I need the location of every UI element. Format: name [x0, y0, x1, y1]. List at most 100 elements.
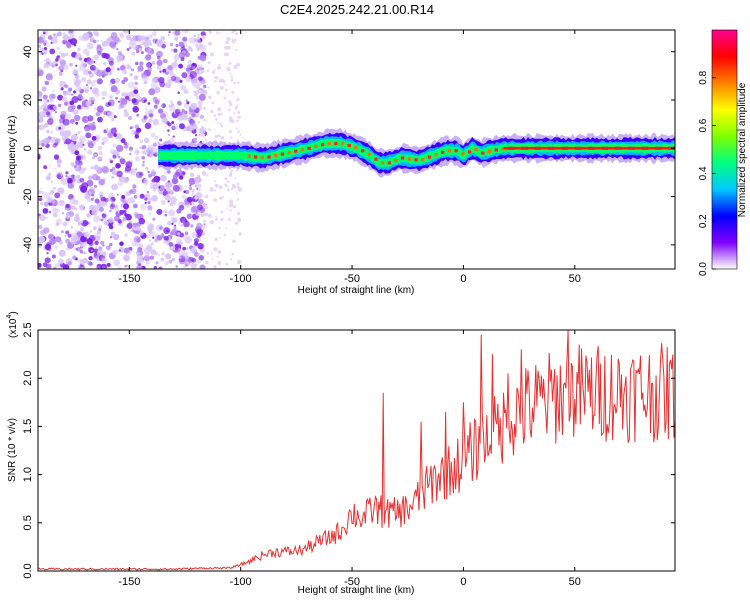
- speckle: [220, 217, 224, 221]
- speckle: [141, 163, 145, 167]
- speckle: [154, 138, 157, 141]
- speckle: [43, 59, 46, 62]
- speckle: [73, 178, 77, 182]
- spectrogram-marks: [38, 30, 675, 269]
- speckle: [48, 210, 52, 214]
- speckle: [78, 234, 82, 237]
- speckle: [106, 245, 111, 251]
- speckle: [91, 135, 97, 141]
- speckle: [93, 106, 98, 110]
- speckle: [60, 52, 66, 58]
- speckle: [213, 247, 218, 252]
- speckle: [203, 107, 207, 110]
- speckle: [57, 31, 62, 37]
- speckle: [97, 116, 103, 123]
- speckle: [227, 217, 231, 221]
- speckle: [160, 174, 167, 182]
- speckle: [190, 172, 195, 177]
- speckle: [62, 34, 69, 41]
- speckle: [79, 57, 83, 61]
- speckle: [62, 221, 68, 227]
- speckle: [230, 79, 233, 83]
- speckle: [54, 263, 61, 269]
- ridge-core-segment: [361, 149, 365, 153]
- speckle: [230, 75, 233, 78]
- speckle: [55, 63, 58, 67]
- speckle: [123, 247, 130, 254]
- speckle: [53, 212, 58, 218]
- speckle: [117, 181, 123, 187]
- speckle: [218, 227, 221, 230]
- speckle: [237, 198, 240, 201]
- speckle: [217, 261, 222, 266]
- speckle: [237, 111, 241, 114]
- speckle: [233, 64, 238, 70]
- speckle: [156, 235, 163, 241]
- speckle: [40, 187, 42, 190]
- speckle: [116, 133, 123, 141]
- speckle: [111, 117, 115, 122]
- speckle: [178, 221, 182, 225]
- speckle: [69, 62, 73, 67]
- y-tick-label: 1.5: [22, 419, 34, 434]
- speckle: [213, 114, 217, 117]
- speckle: [197, 120, 201, 124]
- speckle: [109, 60, 114, 66]
- speckle: [197, 188, 201, 192]
- speckle: [170, 75, 177, 82]
- speckle: [44, 80, 50, 86]
- speckle: [171, 222, 174, 225]
- speckle: [171, 228, 178, 236]
- speckle: [106, 262, 111, 267]
- speckle: [144, 110, 151, 117]
- speckle: [107, 132, 114, 139]
- speckle: [196, 174, 199, 177]
- speckle: [67, 261, 72, 266]
- speckle: [52, 207, 59, 214]
- speckle: [42, 262, 48, 268]
- speckle: [49, 238, 56, 245]
- speckle: [119, 241, 124, 246]
- speckle: [153, 175, 161, 183]
- speckle: [185, 189, 190, 195]
- speckle: [198, 76, 203, 82]
- speckle: [96, 171, 100, 175]
- speckle: [138, 96, 142, 101]
- speckle: [44, 257, 51, 264]
- speckle: [148, 118, 153, 124]
- speckle: [223, 96, 227, 100]
- speckle: [160, 35, 166, 41]
- speckle: [202, 87, 205, 89]
- speckle: [226, 180, 230, 183]
- speckle: [203, 45, 206, 48]
- speckle: [133, 195, 138, 199]
- speckle: [93, 31, 96, 34]
- ridge-core-segment: [481, 151, 485, 155]
- speckle: [158, 77, 165, 84]
- speckle: [59, 59, 67, 66]
- speckle: [198, 133, 201, 137]
- speckle: [86, 42, 94, 50]
- speckle: [169, 42, 174, 47]
- speckle: [237, 81, 240, 84]
- snr-marks: [38, 330, 675, 571]
- speckle: [46, 252, 49, 255]
- colorbar-tick-label: 0.4: [698, 166, 709, 180]
- speckle: [214, 134, 219, 139]
- speckle: [113, 115, 117, 119]
- speckle: [113, 133, 117, 137]
- speckle: [99, 207, 104, 212]
- x-tick-label: 0: [460, 576, 466, 588]
- speckle: [211, 101, 215, 105]
- speckle: [50, 131, 54, 134]
- speckle: [220, 112, 223, 116]
- ridge-core-segment: [314, 144, 318, 149]
- speckle: [97, 203, 102, 208]
- speckle: [214, 76, 217, 79]
- speckle: [77, 141, 85, 149]
- speckle: [191, 190, 195, 193]
- speckle: [238, 232, 242, 236]
- speckle: [129, 152, 132, 156]
- speckle: [220, 136, 225, 140]
